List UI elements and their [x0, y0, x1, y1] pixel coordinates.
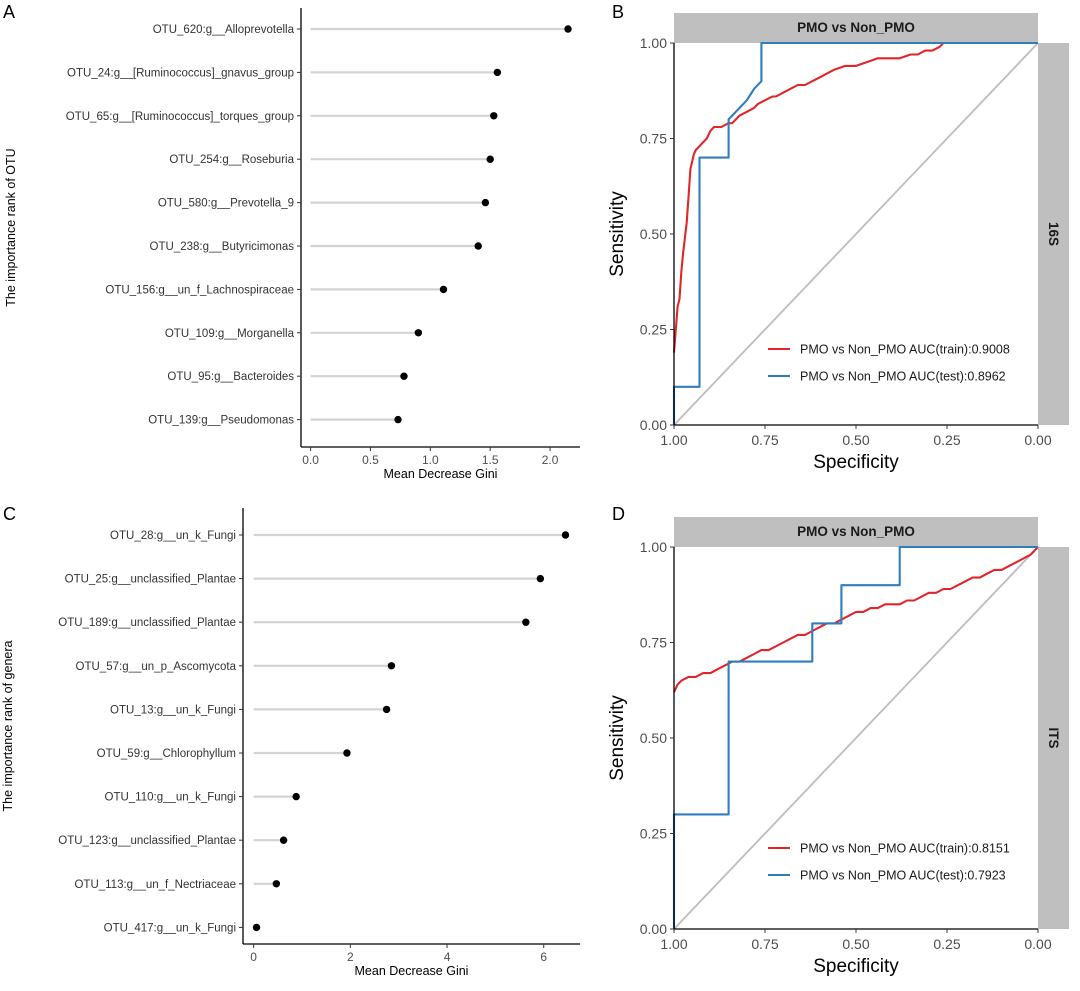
lollipop-point	[414, 329, 423, 337]
lollipop-point	[279, 836, 288, 844]
y-tick-label: OTU_580:g__Prevotella_9	[158, 198, 294, 210]
facet-title: PMO vs Non_PMO	[797, 524, 915, 539]
y-tick-label: OTU_110:g__un_k_Fungi	[105, 792, 237, 804]
lollipop-point	[522, 618, 530, 626]
y-tick-label: 0.75	[640, 635, 667, 651]
x-tick-label: 1.00	[660, 936, 687, 952]
lollipop-point	[481, 198, 490, 207]
y-tick-label: OTU_65:g__[Ruminococcus]_torques_group	[66, 111, 294, 123]
panel-letter: A	[3, 2, 15, 22]
lollipop-point	[292, 792, 300, 801]
y-tick-label: 0.25	[640, 826, 667, 842]
y-tick-label: OTU_123:g__unclassified_Plantae	[58, 835, 236, 847]
x-tick-label: 0.0	[302, 453, 319, 467]
y-tick-label: 0.25	[640, 322, 667, 338]
y-tick-label: OTU_28:g__un_k_Fungi	[110, 530, 236, 542]
x-tick-label: 0	[250, 950, 257, 964]
lollipop-point	[493, 68, 502, 77]
x-tick-label: 0.50	[842, 432, 869, 448]
y-tick-label: 0.75	[640, 131, 667, 147]
x-tick-label: 0.25	[933, 936, 960, 952]
lollipop-point	[394, 415, 402, 424]
lollipop-point	[343, 749, 351, 757]
y-axis-title: Sensitivity	[607, 191, 628, 277]
x-tick-label: 6	[540, 950, 547, 964]
x-tick-label: 0.75	[751, 432, 778, 448]
panel-letter: D	[612, 504, 625, 524]
y-axis-title: Sensitivity	[607, 695, 628, 781]
legend-label: PMO vs Non_PMO AUC(test):0.7923	[800, 869, 1006, 883]
y-tick-label: OTU_238:g__Butyricimonas	[150, 241, 295, 253]
y-tick-label: 0.50	[640, 226, 667, 242]
y-tick-label: 1.00	[640, 539, 667, 555]
lollipop-point	[439, 285, 448, 294]
roc-line-test	[672, 545, 1038, 929]
facet-title: PMO vs Non_PMO	[797, 20, 915, 35]
lollipop-point	[564, 25, 572, 33]
y-tick-label: 1.00	[640, 35, 667, 51]
x-tick-label: 0.50	[842, 936, 869, 952]
x-axis-title: Mean Decrease Gini	[355, 964, 469, 978]
lollipop-point	[400, 372, 408, 380]
roc-line-test	[672, 41, 1038, 425]
y-tick-label: OTU_156:g__un_f_Lachnospiraceae	[105, 284, 294, 296]
x-tick-label: 1.5	[482, 453, 499, 467]
legend-label: PMO vs Non_PMO AUC(train):0.9008	[800, 343, 1010, 357]
facet-side-label: ITS	[1046, 727, 1061, 748]
y-tick-label: OTU_57:g__un_p_Ascomycota	[76, 661, 237, 673]
y-tick-label: OTU_59:g__Chlorophyllum	[97, 748, 236, 760]
panel-letter: B	[612, 2, 624, 22]
facet-side-label: 16S	[1046, 222, 1061, 246]
x-tick-label: 2	[347, 950, 354, 964]
y-tick-label: OTU_109:g__Morganella	[165, 328, 295, 340]
lollipop-point	[474, 242, 482, 250]
x-tick-label: 1.0	[422, 453, 439, 467]
x-axis-title: Mean Decrease Gini	[384, 467, 498, 481]
y-tick-label: OTU_25:g__unclassified_Plantae	[65, 574, 236, 586]
legend-label: PMO vs Non_PMO AUC(test):0.8962	[800, 370, 1006, 384]
reference-diagonal	[673, 546, 1039, 930]
x-tick-label: 0.00	[1024, 432, 1051, 448]
lollipop-point	[387, 662, 396, 670]
x-tick-label: 4	[444, 950, 451, 964]
y-axis-title: The importance rank of OTU	[4, 148, 18, 306]
x-tick-label: 0.25	[933, 432, 960, 448]
y-tick-label: OTU_139:g__Pseudomonas	[148, 415, 294, 427]
x-tick-label: 1.00	[660, 432, 687, 448]
y-tick-label: OTU_620:g__Alloprevotella	[153, 24, 295, 36]
facet-strip-right	[1038, 547, 1069, 929]
x-tick-label: 0.75	[751, 936, 778, 952]
y-tick-label: OTU_13:g__un_k_Fungi	[110, 704, 236, 716]
lollipop-point	[272, 880, 281, 888]
roc-line-train	[672, 41, 1038, 353]
panel-letter: C	[3, 504, 16, 524]
lollipop-point	[490, 112, 498, 120]
x-axis-title: Specificity	[813, 452, 899, 473]
y-tick-label: OTU_254:g__Roseburia	[169, 154, 294, 166]
lollipop-point	[486, 155, 494, 163]
y-tick-label: OTU_417:g__un_k_Fungi	[104, 922, 236, 934]
x-tick-label: 0.5	[362, 453, 379, 467]
y-tick-label: OTU_113:g__un_f_Nectriaceae	[74, 879, 236, 891]
x-tick-label: 2.0	[542, 453, 559, 467]
lollipop-point	[252, 923, 261, 932]
facet-strip-right	[1038, 43, 1069, 425]
y-tick-label: OTU_24:g__[Ruminococcus]_gnavus_group	[67, 67, 294, 79]
lollipop-point	[561, 531, 570, 539]
facet-strip-top	[674, 13, 1038, 43]
y-tick-label: OTU_189:g__unclassified_Plantae	[58, 617, 236, 629]
reference-diagonal	[673, 42, 1039, 426]
lollipop-point	[536, 574, 545, 583]
y-axis-title: The importance rank of genera	[1, 640, 15, 811]
y-tick-label: 0.00	[640, 417, 667, 433]
y-tick-label: OTU_95:g__Bacteroides	[167, 371, 294, 383]
lollipop-point	[382, 705, 391, 714]
x-tick-label: 0.00	[1024, 936, 1051, 952]
y-tick-label: 0.00	[640, 921, 667, 937]
legend-label: PMO vs Non_PMO AUC(train):0.8151	[800, 842, 1010, 856]
x-axis-title: Specificity	[813, 956, 899, 977]
y-tick-label: 0.50	[640, 730, 667, 746]
facet-strip-top	[674, 517, 1038, 547]
